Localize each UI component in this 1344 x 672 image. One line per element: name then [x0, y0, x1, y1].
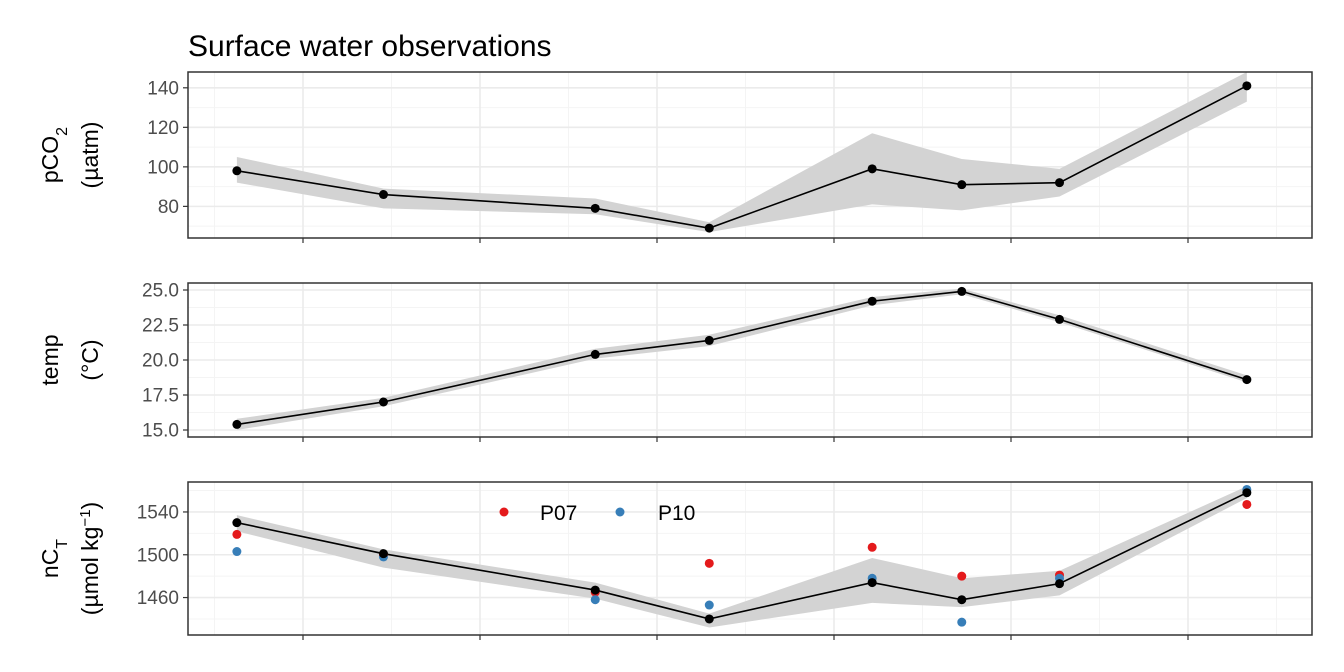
data-point-p10 — [704, 600, 714, 610]
panel-1: 80 100 120 140 pCO2 (µatm) — [37, 71, 1313, 243]
data-point — [867, 164, 877, 174]
data-point — [704, 335, 714, 345]
series-line — [236, 85, 1248, 229]
data-point-p07 — [867, 542, 877, 552]
panel-border — [187, 71, 1313, 239]
data-point — [1242, 375, 1252, 385]
data-point — [378, 190, 388, 200]
series-line — [236, 290, 1248, 426]
data-point-p07 — [704, 558, 714, 568]
y-tick-label: 140 — [147, 78, 179, 99]
y-tick-label: 15.0 — [142, 421, 179, 442]
legend: P07 P10 — [499, 502, 695, 525]
legend-label-p10: P10 — [658, 502, 695, 525]
data-point-mean — [867, 578, 877, 588]
data-point-p07 — [957, 571, 967, 581]
y-tick-label: 1540 — [137, 502, 179, 523]
data-point — [1055, 314, 1065, 324]
y-tick-label: 1500 — [137, 545, 179, 566]
data-point-mean — [1055, 579, 1065, 589]
data-point-p07 — [1242, 499, 1252, 509]
y-tick-label: 20.0 — [142, 351, 179, 372]
data-point-mean — [1242, 488, 1252, 498]
data-point-mean — [590, 585, 600, 595]
data-point-p10 — [957, 617, 967, 627]
data-point-p10 — [232, 547, 242, 557]
confidence-band — [236, 486, 1247, 628]
chart-title: Surface water observations — [188, 30, 552, 63]
y-tick-label: 1460 — [137, 588, 179, 609]
legend-key-p07 — [499, 507, 509, 517]
legend-key-p10 — [615, 507, 625, 517]
y-tick-label: 80 — [158, 197, 179, 218]
y-axis-label-line-1: nCT — [37, 539, 71, 578]
data-point — [704, 223, 714, 233]
data-point — [867, 296, 877, 306]
panel-2: 15.0 17.5 20.0 22.5 25.0 temp (°C) — [37, 281, 1313, 442]
panel-border — [187, 481, 1313, 636]
data-point-mean — [957, 595, 967, 605]
data-point — [957, 180, 967, 190]
data-point — [378, 397, 388, 407]
series-line — [236, 491, 1248, 620]
y-tick-label: 120 — [147, 118, 179, 139]
data-point-mean — [232, 518, 242, 528]
y-axis-label-line-1: temp — [37, 334, 63, 385]
data-point — [232, 166, 242, 176]
y-tick-label: 22.5 — [142, 316, 179, 337]
data-point — [1242, 81, 1252, 91]
y-axis-label-line-1: pCO2 — [37, 127, 71, 183]
data-point-p07 — [232, 529, 242, 539]
y-tick-label: 25.0 — [142, 281, 179, 302]
y-axis-label-line-2: (°C) — [77, 339, 103, 380]
data-point-p10 — [590, 595, 600, 605]
y-tick-label: 17.5 — [142, 386, 179, 407]
data-point — [590, 349, 600, 359]
y-axis-label-line-2: (µatm) — [77, 122, 103, 189]
data-point-mean — [704, 614, 714, 624]
y-tick-label: 100 — [147, 157, 179, 178]
y-axis-label-line-2: (µmol kg−1) — [77, 502, 104, 615]
data-point-mean — [378, 549, 388, 559]
confidence-band — [236, 72, 1247, 233]
data-point — [590, 203, 600, 213]
panel-3: 1460 1500 1540 nCT (µmol kg−1) — [37, 481, 1313, 640]
data-point — [1055, 178, 1065, 188]
legend-label-p07: P07 — [540, 502, 577, 525]
data-point — [957, 286, 967, 296]
data-point — [232, 419, 242, 429]
